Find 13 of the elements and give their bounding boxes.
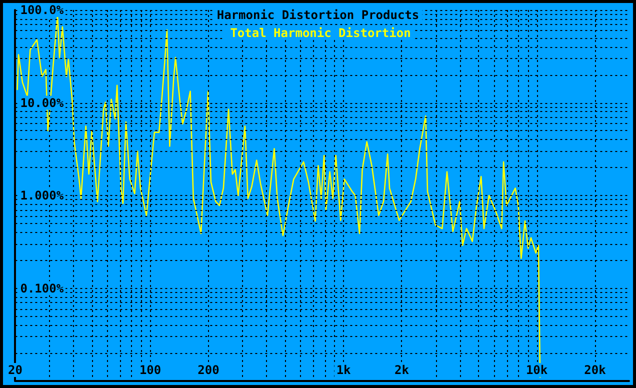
x-tick-label: 100 bbox=[139, 363, 162, 377]
x-tick-label: 200 bbox=[198, 363, 220, 377]
x-tick-label: 2k bbox=[394, 363, 410, 377]
x-tick-label: 1k bbox=[336, 363, 352, 377]
y-tick-label: 100.0% bbox=[20, 3, 64, 17]
x-tick-label: 10k bbox=[526, 363, 548, 377]
y-tick-label: 1.000% bbox=[20, 188, 64, 202]
text: Total Harmonic Distortion bbox=[230, 26, 411, 40]
x-tick-label: 20k bbox=[584, 363, 607, 377]
chart-title: Harmonic Distortion Products bbox=[216, 8, 420, 22]
y-tick-label: 0.100% bbox=[20, 281, 64, 296]
x-tick-label: 20 bbox=[8, 363, 22, 377]
y-tick-label: 10.00% bbox=[20, 96, 64, 110]
